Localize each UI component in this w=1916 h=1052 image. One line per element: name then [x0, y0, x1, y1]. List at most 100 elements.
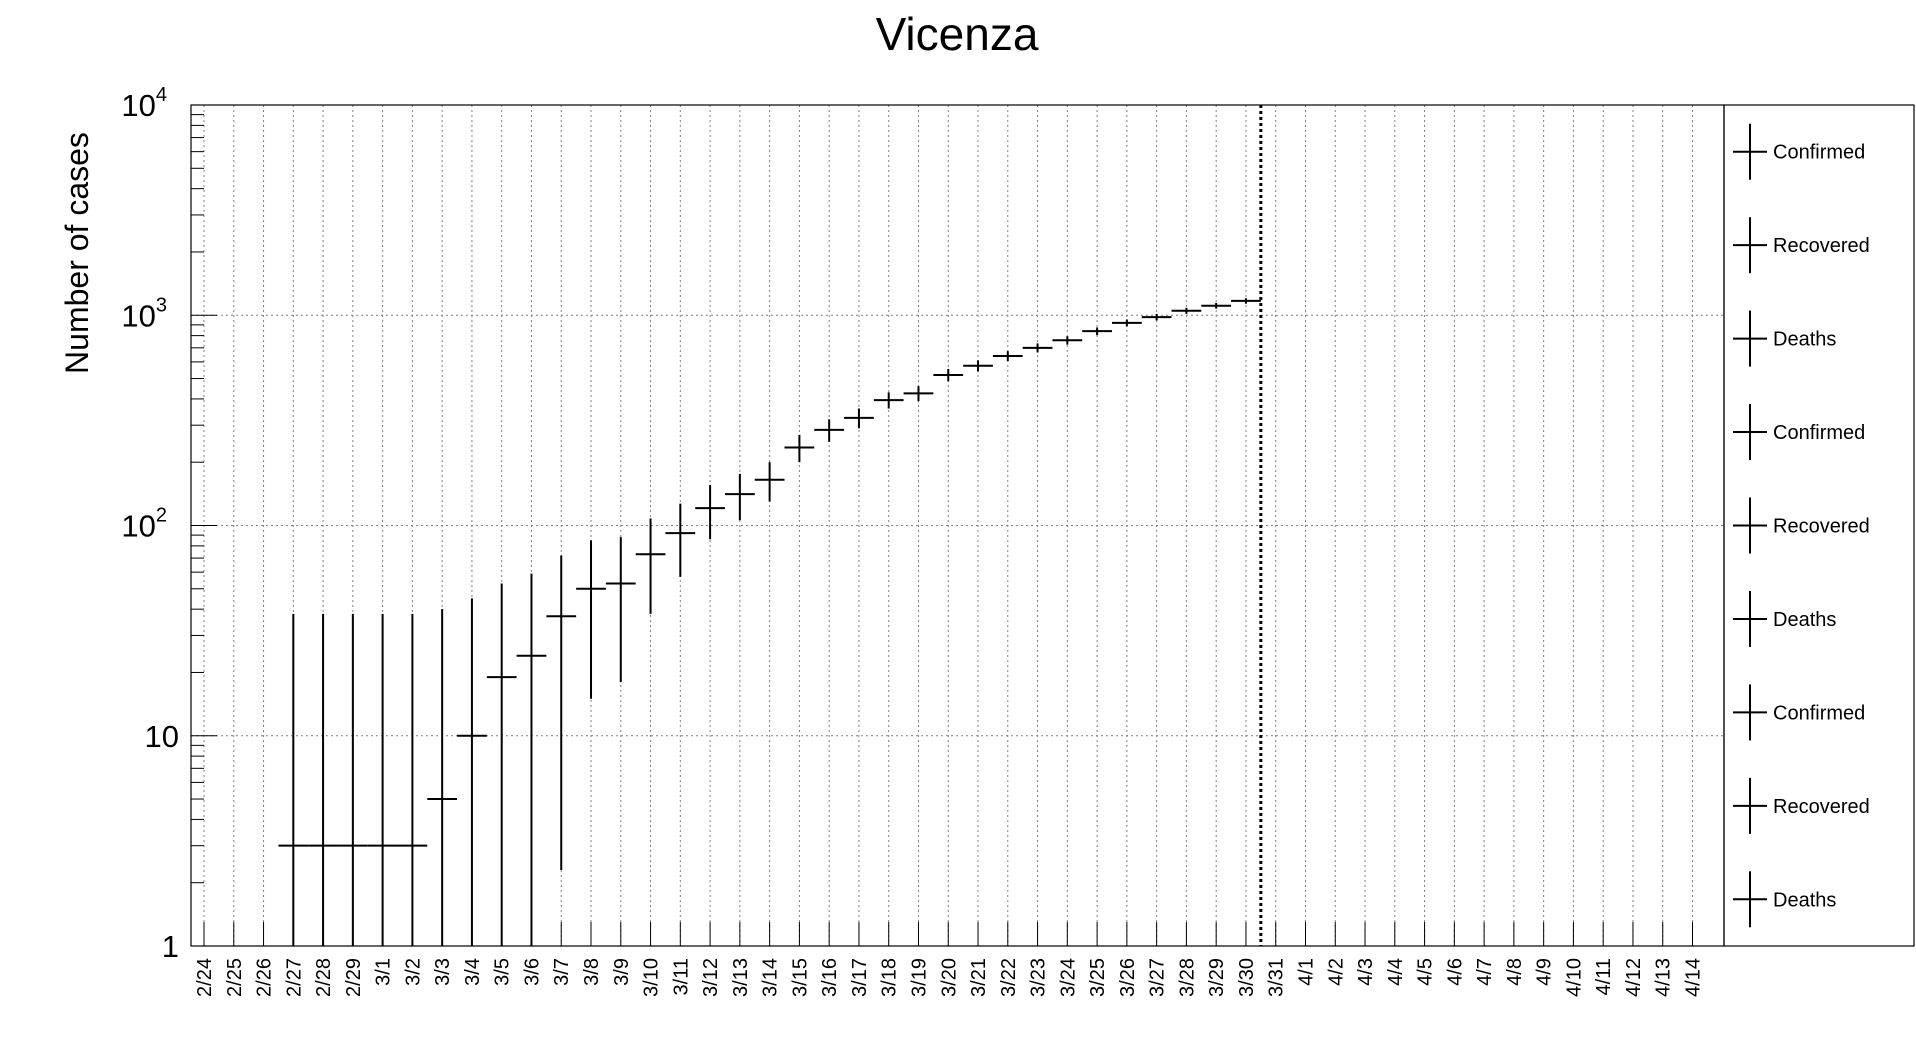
x-tick-label: 4/7 — [1474, 958, 1496, 986]
y-tick-label: 10 — [145, 719, 179, 754]
x-tick-label: 3/23 — [1028, 958, 1050, 997]
x-tick-label: 3/18 — [879, 958, 901, 997]
legend-entry: Recovered — [1733, 217, 1870, 274]
data-point-confirmed — [665, 503, 696, 577]
x-tick-label: 3/30 — [1236, 958, 1258, 997]
x-tick-label: 3/25 — [1087, 958, 1109, 997]
x-tick-label: 3/16 — [819, 958, 841, 997]
legend-entry: Recovered — [1733, 777, 1870, 834]
data-point-confirmed — [992, 351, 1023, 362]
y-tick-base: 10 — [121, 298, 155, 333]
x-tick-label: 4/5 — [1415, 958, 1437, 986]
data-point-confirmed — [605, 537, 636, 683]
x-tick-label: 4/8 — [1504, 958, 1526, 986]
x-tick-label: 4/9 — [1534, 958, 1556, 986]
data-point-confirmed — [873, 392, 904, 409]
legend-label: Confirmed — [1773, 142, 1865, 164]
x-tick-label: 2/26 — [254, 958, 276, 997]
legend-label: Recovered — [1773, 235, 1870, 257]
y-tick-base: 10 — [121, 509, 155, 544]
x-tick-label: 2/25 — [224, 958, 246, 997]
y-tick-exponent: 3 — [156, 294, 167, 316]
legend-entry: Recovered — [1733, 497, 1870, 554]
data-point-confirmed — [457, 598, 487, 946]
x-tick-label: 3/4 — [462, 958, 484, 986]
data-point-confirmed — [486, 583, 517, 946]
x-tick-label: 2/24 — [194, 958, 216, 997]
data-point-confirmed — [1022, 343, 1053, 353]
x-tick-label: 3/24 — [1057, 958, 1079, 997]
data-point-confirmed — [516, 573, 547, 946]
x-tick-label: 4/11 — [1593, 958, 1615, 995]
data-point-confirmed — [278, 613, 309, 946]
data-point-confirmed — [903, 386, 934, 402]
legend: Confirmed Recovered Deaths Confirmed Recover… — [1723, 104, 1915, 947]
data-point-confirmed — [844, 408, 874, 429]
x-tick-label: 4/2 — [1325, 958, 1347, 986]
legend-entry: Deaths — [1733, 310, 1836, 367]
ticks-layer: 2/24 2/25 2/26 2/27 2/28 2/29 3/1 3/2 3/3 3/4 3/5 3… — [121, 84, 1704, 997]
x-tick-label: 3/11 — [670, 958, 692, 995]
legend-label: Recovered — [1773, 516, 1870, 538]
data-point-confirmed — [576, 540, 606, 699]
legend-label: Deaths — [1773, 609, 1836, 631]
legend-label: Recovered — [1773, 796, 1870, 818]
grid-layer — [191, 105, 1724, 946]
data-point-confirmed — [963, 360, 993, 372]
legend-entry: Deaths — [1733, 590, 1836, 647]
data-point-confirmed — [754, 462, 785, 502]
x-tick-label: 3/20 — [938, 958, 960, 997]
x-tick-label: 3/26 — [1117, 958, 1139, 997]
x-tick-label: 4/13 — [1653, 958, 1675, 997]
x-tick-label: 3/1 — [373, 958, 395, 986]
data-point-confirmed — [1111, 319, 1142, 327]
y-tick-label: 103 — [121, 294, 167, 333]
data-point-confirmed — [1231, 298, 1261, 304]
x-tick-label: 3/21 — [968, 958, 990, 997]
x-tick-label: 3/6 — [521, 958, 543, 986]
x-tick-label: 2/29 — [343, 958, 365, 997]
legend-label: Deaths — [1773, 329, 1836, 351]
x-tick-label: 3/3 — [432, 958, 454, 986]
x-tick-label: 4/14 — [1683, 958, 1705, 997]
data-point-confirmed — [546, 555, 577, 870]
x-tick-label: 3/15 — [789, 958, 811, 997]
x-tick-label: 3/2 — [402, 958, 424, 986]
x-tick-label: 2/28 — [313, 958, 335, 997]
x-tick-label: 4/1 — [1295, 958, 1317, 986]
x-tick-label: 3/10 — [641, 958, 663, 997]
data-point-confirmed — [784, 434, 815, 463]
x-tick-label: 3/13 — [730, 958, 752, 997]
x-tick-label: 3/14 — [760, 958, 782, 997]
x-tick-label: 3/17 — [849, 958, 871, 997]
x-tick-label: 4/12 — [1623, 958, 1645, 997]
legend-entry: Confirmed — [1733, 404, 1865, 461]
x-tick-label: 3/28 — [1176, 958, 1198, 997]
x-tick-label: 3/7 — [551, 958, 573, 986]
x-tick-label: 3/12 — [700, 958, 722, 997]
x-tick-label: 3/19 — [908, 958, 930, 997]
data-point-confirmed — [1082, 327, 1112, 336]
data-point-confirmed — [1052, 336, 1083, 345]
legend-entry: Deaths — [1733, 871, 1836, 928]
y-tick-label: 1 — [162, 929, 179, 964]
data-point-confirmed — [427, 609, 458, 946]
x-tick-label: 3/8 — [581, 958, 603, 986]
data-point-confirmed — [308, 613, 338, 946]
x-tick-label: 3/29 — [1206, 958, 1228, 997]
data-point-confirmed — [695, 484, 725, 540]
data-point-confirmed — [337, 613, 368, 946]
data-point-confirmed — [635, 518, 666, 614]
data-point-confirmed — [1171, 307, 1202, 314]
chart-title: Vicenza — [876, 8, 1039, 60]
y-tick-label: 102 — [121, 505, 167, 544]
y-tick-exponent: 2 — [156, 505, 167, 527]
data-point-confirmed — [1141, 313, 1172, 321]
x-tick-label: 3/27 — [1147, 958, 1169, 997]
plot-frame — [190, 104, 1725, 947]
data-point-confirmed — [724, 473, 755, 521]
data-point-confirmed — [814, 419, 845, 442]
y-tick-exponent: 4 — [156, 84, 167, 106]
y-axis-label: Number of cases — [59, 132, 95, 374]
